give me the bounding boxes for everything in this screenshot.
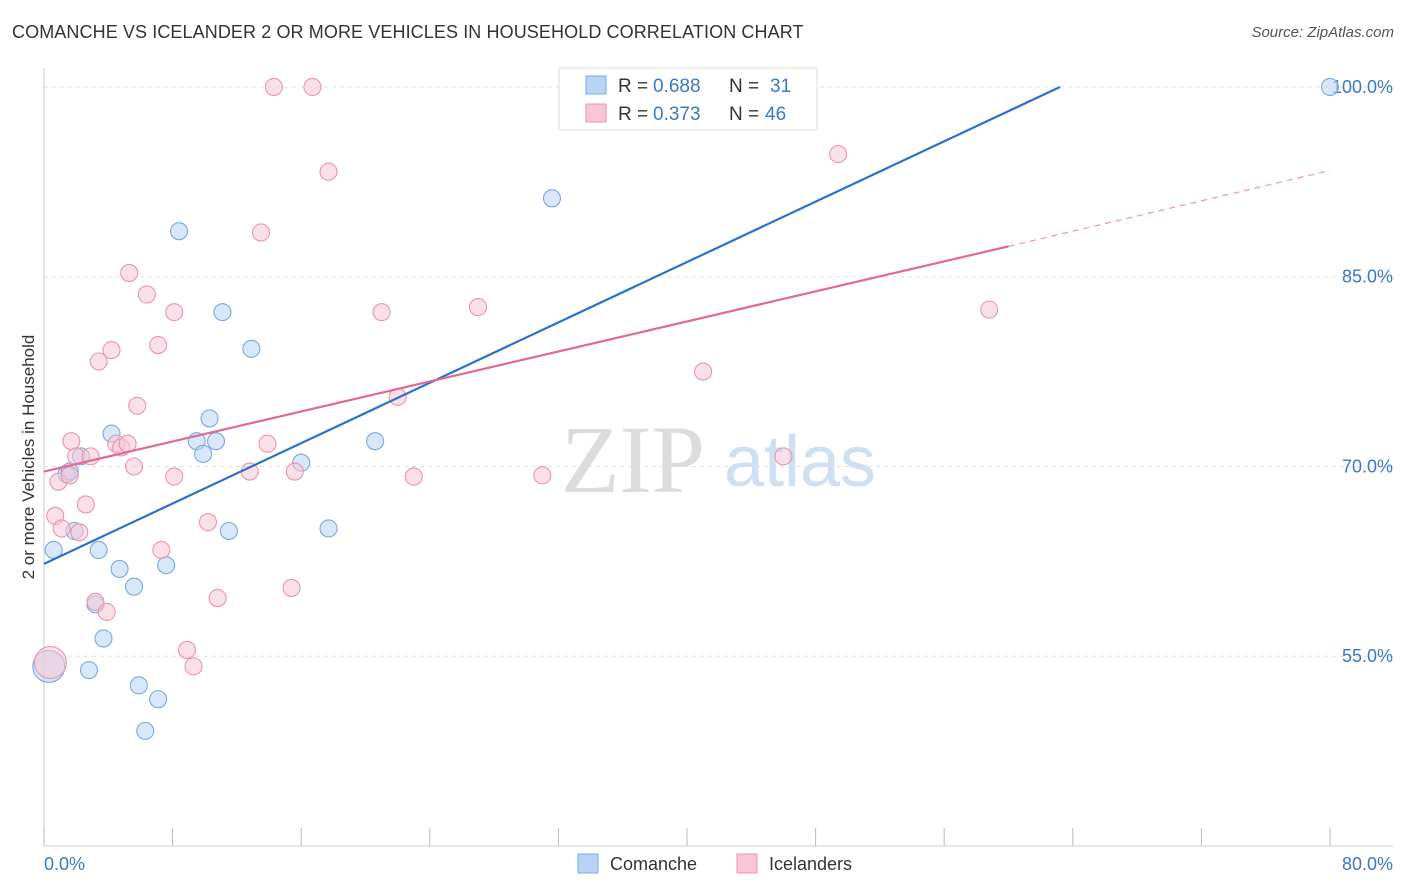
icelanders-point xyxy=(124,457,144,476)
watermark-atlas: atlas xyxy=(724,422,876,502)
legend-n-value-icelanders: 46 xyxy=(765,104,786,125)
legend-swatch-icelanders xyxy=(585,103,607,123)
legend-swatch-comanche xyxy=(585,75,607,95)
x-tick-label-max: 80.0% xyxy=(1342,854,1393,874)
icelanders-point xyxy=(264,77,283,97)
icelanders-point xyxy=(251,223,271,242)
icelanders-point xyxy=(208,589,227,608)
comanche-point xyxy=(242,339,261,358)
icelanders-trend-line-extension xyxy=(1008,169,1331,247)
y-tick-label: 100.0% xyxy=(1332,77,1393,97)
legend-r-label-comanche: R = xyxy=(618,76,648,97)
comanche-point xyxy=(169,222,189,241)
axes xyxy=(43,68,1393,847)
icelanders-point xyxy=(198,513,218,532)
comanche-point xyxy=(213,303,232,322)
stats-legend: R = 0.688 N = 31 R = 0.373 N = 46 xyxy=(558,67,818,131)
icelanders-point xyxy=(533,466,552,485)
y-axis-label: 2 or more Vehicles in Household xyxy=(19,335,38,580)
trend-lines xyxy=(43,85,1331,565)
icelanders-point xyxy=(86,592,105,611)
bottom-legend-label-comanche: Comanche xyxy=(610,854,697,874)
comanche-point xyxy=(79,661,99,680)
icelanders-point xyxy=(319,162,338,181)
comanche-point xyxy=(1320,77,1340,97)
comanche-point xyxy=(319,519,338,538)
gridlines xyxy=(44,86,1393,657)
legend-r-label-icelanders: R = xyxy=(618,104,648,125)
icelanders-point xyxy=(70,523,89,542)
legend-r-value-icelanders: 0.373 xyxy=(653,104,701,125)
comanche-point xyxy=(542,189,562,208)
icelanders-point xyxy=(52,519,71,538)
bottom-legend-label-icelanders: Icelanders xyxy=(769,854,852,874)
bottom-legend-swatch-icelanders xyxy=(736,853,758,874)
comanche-point xyxy=(366,432,385,451)
icelanders-point xyxy=(980,300,999,319)
icelanders-point xyxy=(285,462,304,481)
x-tick-label-min: 0.0% xyxy=(44,854,85,874)
icelanders-point xyxy=(60,466,79,485)
icelanders-point xyxy=(184,657,203,676)
comanche-point xyxy=(89,540,108,560)
comanche-trend-line xyxy=(43,85,1061,565)
icelanders-point xyxy=(829,144,848,164)
icelanders-point xyxy=(258,434,277,453)
data-points xyxy=(32,77,1340,740)
legend-n-label-icelanders: N = xyxy=(729,104,759,125)
legend-n-value-comanche: 31 xyxy=(770,76,791,97)
source-label: Source: ZipAtlas.com xyxy=(1251,24,1394,41)
icelanders-point xyxy=(165,303,184,322)
comanche-point xyxy=(110,559,129,579)
icelanders-point xyxy=(178,640,197,659)
icelanders-point xyxy=(372,303,391,322)
icelanders-point xyxy=(128,396,147,415)
legend-r-value-comanche: 0.688 xyxy=(653,76,701,97)
icelanders-point xyxy=(102,341,121,360)
x-tick-labels: 0.0% 80.0% xyxy=(44,854,1393,874)
comanche-point xyxy=(194,444,213,463)
icelanders-point xyxy=(152,540,171,560)
y-tick-labels: 55.0% 70.0% 85.0% 100.0% xyxy=(1332,77,1393,666)
comanche-point xyxy=(94,629,113,648)
icelanders-point xyxy=(120,263,139,282)
icelanders-point xyxy=(404,467,423,486)
series-legend: Comanche Icelanders xyxy=(577,853,852,874)
comanche-point xyxy=(124,577,144,596)
chart-title: COMANCHE VS ICELANDER 2 OR MORE VEHICLES… xyxy=(12,22,804,42)
icelanders-point xyxy=(89,352,108,371)
icelanders-point xyxy=(165,467,184,486)
comanche-point xyxy=(129,676,148,695)
comanche-point xyxy=(206,432,226,451)
y-tick-label: 85.0% xyxy=(1342,267,1393,287)
icelanders-point xyxy=(97,602,116,622)
icelanders-point xyxy=(303,77,322,97)
watermark-zip: ZIP xyxy=(561,406,705,513)
comanche-point xyxy=(136,721,155,740)
icelanders-point xyxy=(149,335,168,355)
comanche-point xyxy=(157,556,176,575)
comanche-point xyxy=(149,690,168,709)
y-tick-label: 70.0% xyxy=(1342,456,1393,476)
icelanders-point xyxy=(468,298,488,317)
icelanders-point xyxy=(33,646,67,680)
icelanders-trend-line xyxy=(43,245,1009,473)
y-tick-label: 55.0% xyxy=(1342,646,1393,666)
icelanders-point xyxy=(137,285,156,304)
icelanders-point xyxy=(774,447,793,466)
icelanders-point xyxy=(76,495,95,514)
bottom-legend-swatch-comanche xyxy=(577,853,599,874)
icelanders-point xyxy=(694,362,713,381)
icelanders-point xyxy=(62,432,81,451)
comanche-point xyxy=(200,409,219,428)
icelanders-point xyxy=(282,578,301,597)
legend-n-label-comanche: N = xyxy=(729,76,759,97)
comanche-point xyxy=(219,521,238,541)
